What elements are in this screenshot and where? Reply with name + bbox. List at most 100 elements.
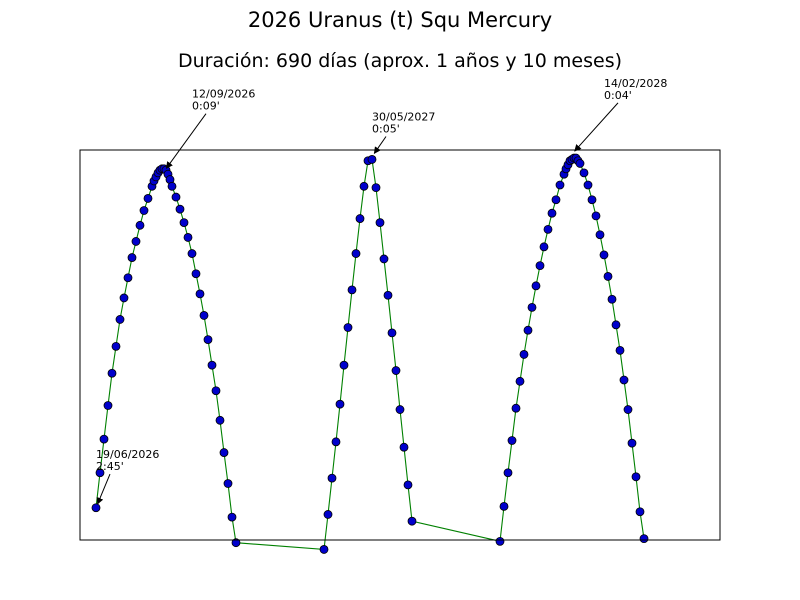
- data-point: [615, 345, 625, 355]
- data-point: [631, 472, 641, 482]
- data-point: [599, 250, 609, 260]
- data-point: [607, 294, 617, 304]
- data-point: [399, 442, 409, 452]
- data-point: [539, 242, 549, 252]
- data-point: [515, 376, 525, 386]
- data-point: [611, 320, 621, 330]
- data-point: [219, 448, 229, 457]
- annotation-date: 19/06/2026: [96, 448, 159, 461]
- data-point: [339, 360, 349, 370]
- data-point: [371, 183, 381, 193]
- data-point: [627, 438, 637, 448]
- data-point: [603, 272, 613, 281]
- annotation-orb: 0:04': [604, 89, 632, 102]
- data-point: [231, 538, 241, 548]
- data-point: [503, 468, 513, 478]
- chart-subtitle: Duración: 690 días (aprox. 1 años y 10 m…: [177, 50, 623, 72]
- annotation-date: 14/02/2028: [604, 77, 667, 90]
- data-point: [367, 155, 377, 164]
- data-point: [91, 503, 101, 513]
- data-point: [95, 468, 105, 478]
- data-point: [135, 220, 145, 230]
- data-point: [619, 375, 629, 385]
- data-point: [535, 261, 545, 271]
- data-point: [195, 289, 205, 299]
- data-point: [547, 208, 557, 218]
- data-point: [507, 436, 517, 445]
- annotation-arrow: [574, 102, 619, 152]
- data-point: [395, 405, 405, 414]
- data-point: [623, 405, 633, 414]
- data-point: [591, 211, 601, 221]
- data-point: [127, 253, 137, 262]
- data-point: [391, 366, 401, 375]
- data-point: [175, 204, 185, 214]
- data-point: [115, 315, 125, 324]
- points-layer: [91, 153, 649, 554]
- data-point: [511, 403, 521, 413]
- data-point: [383, 290, 393, 300]
- data-point: [183, 233, 193, 242]
- data-point: [131, 237, 141, 246]
- annotation-date: 12/09/2026: [192, 88, 255, 101]
- data-point: [215, 415, 225, 425]
- data-point: [583, 180, 593, 190]
- data-point: [343, 323, 353, 332]
- data-point: [143, 194, 153, 203]
- data-point: [227, 512, 237, 522]
- data-point: [319, 545, 329, 554]
- data-point: [203, 335, 213, 345]
- data-point: [635, 507, 645, 517]
- annotation-orb: 0:09': [192, 100, 220, 113]
- data-point: [359, 181, 369, 191]
- data-point: [403, 480, 413, 490]
- series-layer: [95, 157, 645, 551]
- data-point: [99, 434, 109, 444]
- data-point: [223, 479, 233, 488]
- data-point: [327, 473, 337, 483]
- data-point: [179, 218, 189, 228]
- data-point: [595, 230, 605, 240]
- annotation-arrow: [373, 136, 387, 155]
- data-point: [495, 536, 505, 546]
- data-point: [531, 281, 541, 291]
- data-point: [323, 510, 333, 519]
- data-point: [579, 168, 589, 178]
- plot-frame: [79, 149, 721, 541]
- annotation-orb: 0:05': [372, 123, 400, 136]
- data-point: [191, 269, 201, 279]
- data-point: [119, 293, 129, 303]
- data-point: [111, 341, 121, 351]
- data-point: [107, 368, 117, 378]
- data-point: [103, 401, 113, 410]
- data-point: [523, 325, 533, 335]
- data-point: [351, 249, 361, 258]
- data-point: [543, 224, 553, 234]
- chart-title: 2026 Uranus (t) Squ Mercury: [247, 8, 553, 32]
- data-point: [587, 195, 597, 205]
- annotation-date: 30/05/2027: [372, 111, 435, 124]
- annotation-arrow: [165, 113, 207, 169]
- data-point: [375, 218, 385, 228]
- data-point: [167, 181, 177, 191]
- data-point: [555, 180, 565, 190]
- data-point: [639, 534, 649, 544]
- data-point: [499, 501, 509, 511]
- annotation-orb: 2:45': [96, 460, 124, 473]
- data-point: [387, 328, 397, 338]
- data-point: [171, 192, 181, 202]
- data-point: [347, 285, 357, 295]
- data-point: [335, 399, 345, 409]
- data-point: [187, 249, 197, 258]
- data-point: [575, 159, 585, 168]
- data-point: [199, 311, 209, 320]
- data-point: [207, 360, 217, 370]
- series-line: [95, 157, 645, 551]
- data-point: [211, 386, 221, 396]
- data-point: [519, 350, 529, 359]
